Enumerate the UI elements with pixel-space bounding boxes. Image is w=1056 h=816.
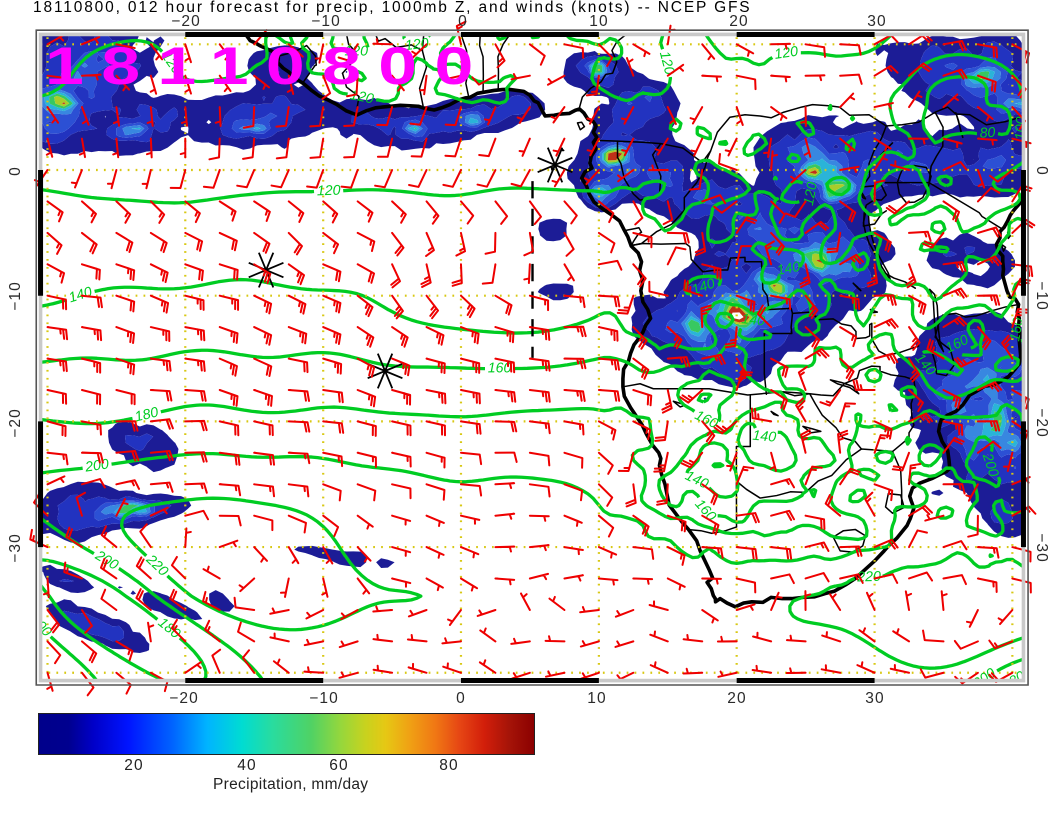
svg-text:200: 200	[978, 451, 1001, 480]
svg-text:120: 120	[801, 181, 821, 207]
svg-text:140: 140	[67, 284, 94, 306]
svg-text:140: 140	[690, 275, 718, 298]
svg-text:120: 120	[656, 50, 678, 77]
svg-text:100: 100	[1012, 116, 1029, 141]
svg-text:160: 160	[488, 360, 512, 376]
svg-text:200: 200	[83, 456, 110, 475]
svg-text:80: 80	[979, 125, 996, 142]
svg-text:120: 120	[404, 36, 429, 54]
svg-text:120: 120	[317, 183, 341, 200]
svg-text:120: 120	[349, 87, 376, 108]
svg-text:140: 140	[752, 428, 777, 446]
svg-text:160: 160	[1007, 316, 1027, 342]
svg-text:140: 140	[775, 259, 801, 279]
svg-text:120: 120	[773, 44, 799, 63]
